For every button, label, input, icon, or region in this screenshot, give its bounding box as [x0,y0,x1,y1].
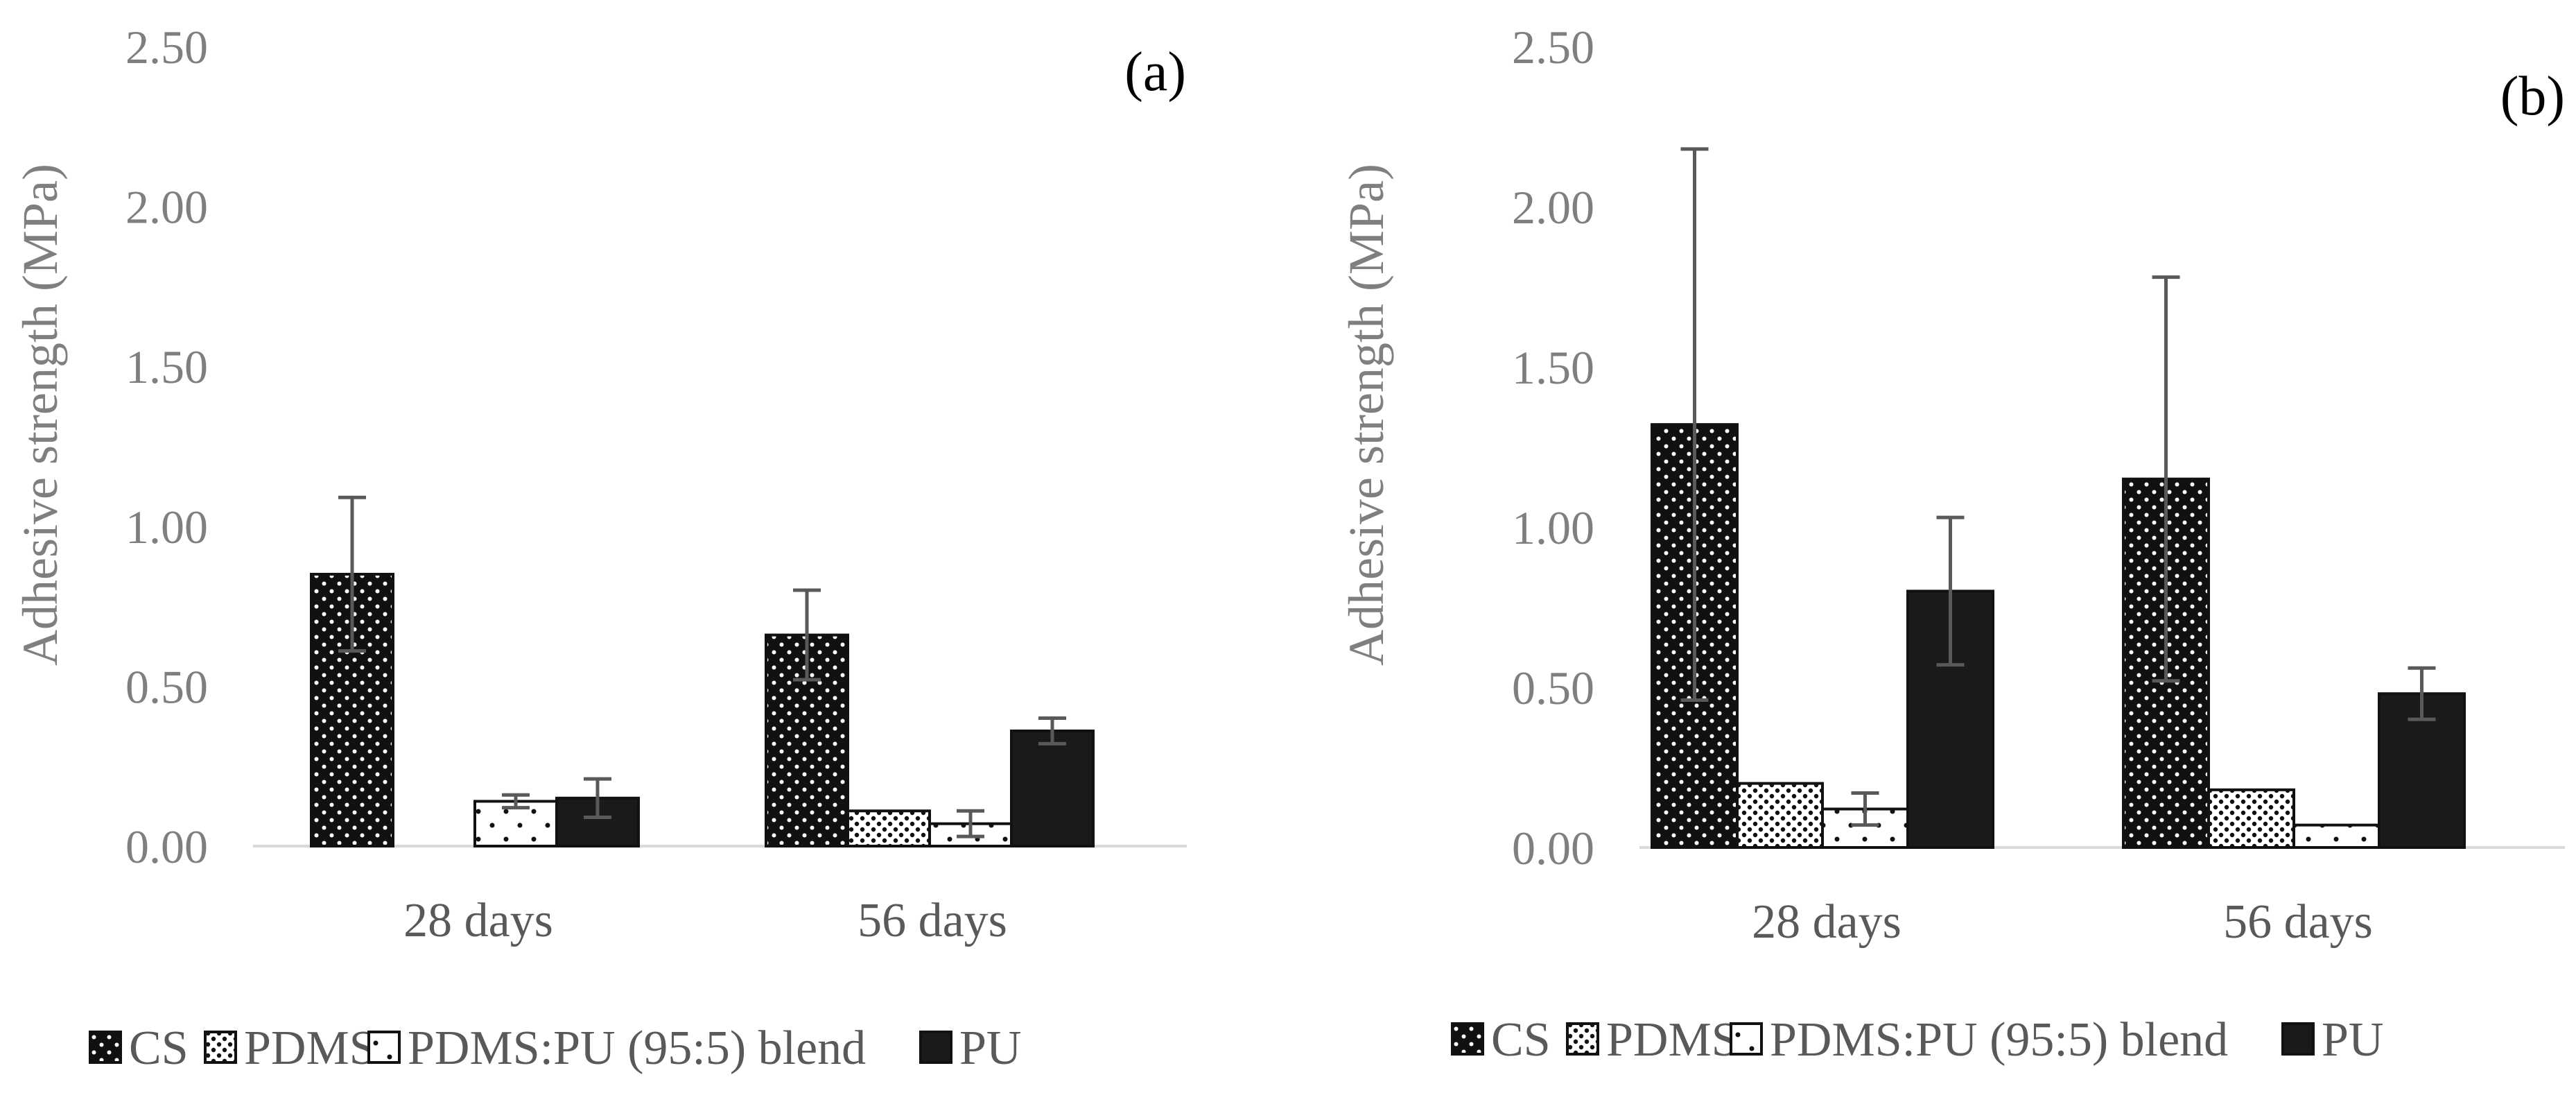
panel-label: (b) [2500,66,2565,127]
x-category-label: 28 days [403,894,553,947]
y-tick-label: 2.00 [125,181,208,234]
legend-label: PDMS [1606,1013,1739,1067]
error-bar [1936,515,1965,667]
legend-swatch [204,1031,237,1064]
y-tick-label: 1.00 [125,501,208,553]
error-bar [2408,666,2436,721]
legend-label: PU [2322,1013,2383,1067]
legend-swatch [1730,1022,1763,1056]
error-bar [2152,275,2180,683]
error-bar [793,588,821,682]
legend-label: PU [959,1022,1021,1075]
bar-pdms-56-days [846,809,931,847]
legend-label: PDMS:PU (95:5) blend [408,1022,866,1075]
legend-swatch [1451,1022,1484,1056]
x-category-label: 56 days [858,894,1007,947]
bar-pdms-56-days [2207,788,2295,849]
bar-pu-56-days [1010,729,1095,848]
bar-pdms-28-days [1736,782,1824,849]
y-tick-label: 2.50 [125,21,208,74]
bar-pdms-pu-95-5-blend-28-days [1821,807,1909,850]
error-bar [957,809,984,838]
y-tick-label: 1.50 [1512,341,1594,394]
legend-item: PDMS [204,1022,376,1075]
error-bar [1038,716,1066,746]
y-axis-title: Adhesive strength (MPa) [12,164,68,666]
error-bar [338,495,366,653]
legend-item: PU [919,1022,1021,1075]
y-tick-label: 0.00 [1512,822,1594,875]
legend-swatch [919,1031,952,1064]
legend-item: PDMS:PU (95:5) blend [367,1022,866,1075]
y-tick-label: 0.50 [1512,662,1594,714]
x-category-label: 28 days [1752,895,1901,949]
error-bar [584,777,611,819]
bar-pdms-pu-95-5-blend-56-days [2292,823,2381,850]
y-tick-label: 1.00 [1512,501,1594,554]
y-axis-title: Adhesive strength (MPa) [1339,164,1394,666]
legend-swatch [367,1031,401,1064]
legend-item: PU [2281,1013,2383,1067]
y-tick-label: 1.50 [125,341,208,393]
y-tick-label: 0.00 [125,820,208,873]
legend-item: PDMS:PU (95:5) blend [1730,1013,2228,1067]
error-bar [1680,147,1709,702]
legend-swatch [1566,1022,1599,1056]
legend-label: CS [129,1022,189,1075]
chart-panel-b: (b) Adhesive strength (MPa) 0.00 0.50 1.00… [1339,21,2565,1067]
error-bar [1851,791,1879,827]
legend-swatch [89,1031,122,1064]
legend-label: PDMS [244,1022,376,1075]
legend-label: CS [1491,1013,1551,1067]
chart-panel-a: (a) Adhesive strength (MPa) 0.00 0.50 1.00… [12,21,1187,1075]
y-tick-label: 2.00 [1512,181,1594,234]
y-tick-label: 0.50 [125,660,208,713]
legend-swatch [2281,1022,2315,1056]
legend-item: CS [89,1022,189,1075]
panel-label: (a) [1124,42,1186,103]
legend-item: PDMS [1566,1013,1739,1067]
x-category-label: 56 days [2223,895,2373,949]
y-tick-label: 2.50 [1512,21,1594,74]
legend-item: CS [1451,1013,1551,1067]
error-bar [502,793,530,810]
legend-label: PDMS:PU (95:5) blend [1770,1013,2228,1067]
